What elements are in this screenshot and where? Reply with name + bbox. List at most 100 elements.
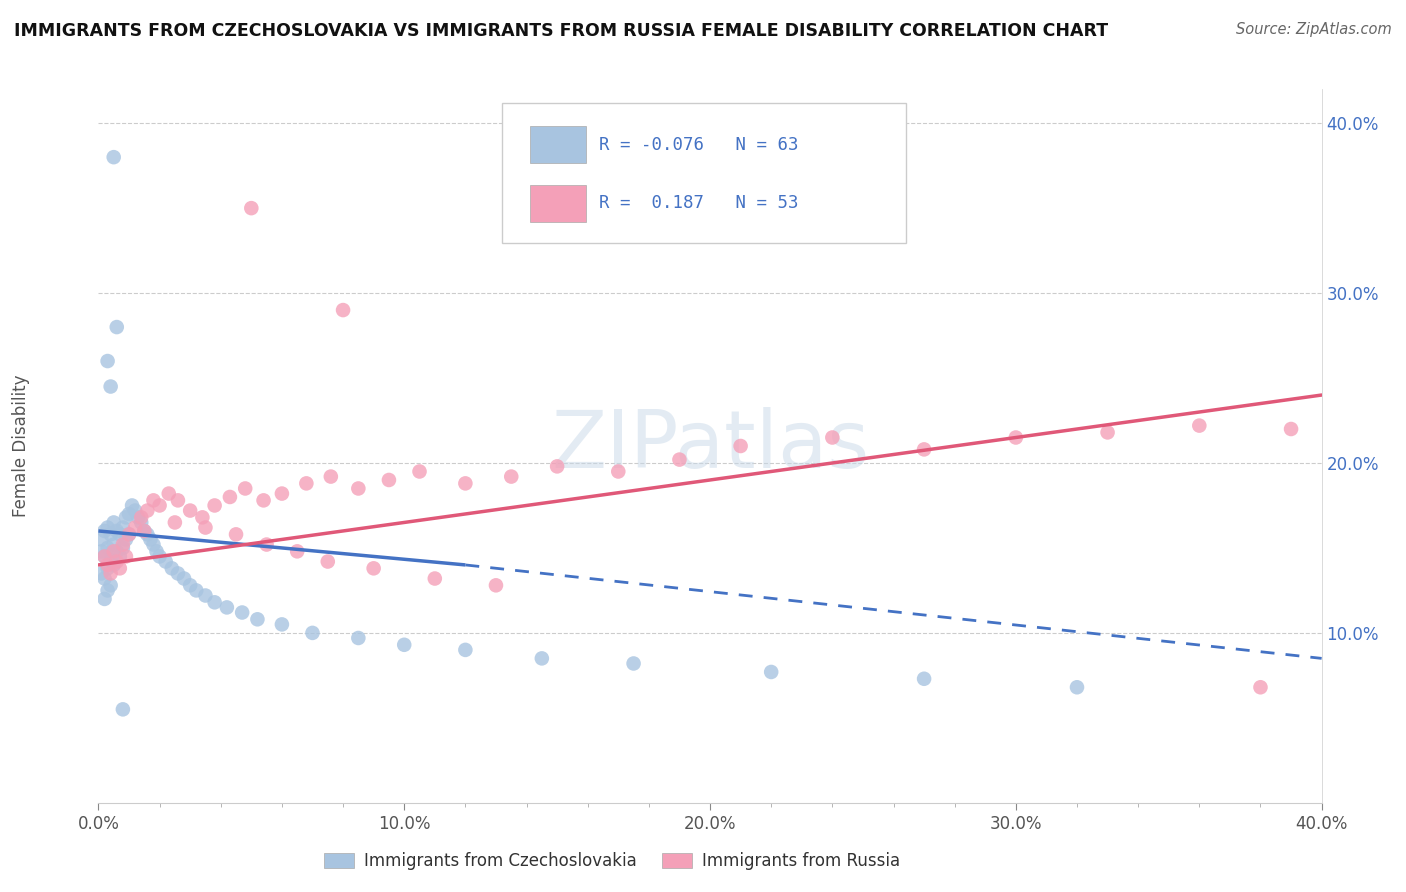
Point [108, 549, 131, 564]
Point [136, 527, 159, 541]
Point [1097, 425, 1119, 440]
Point [231, 606, 253, 620]
Point [115, 510, 138, 524]
Point [225, 527, 247, 541]
Point [530, 651, 553, 665]
Point [103, 544, 125, 558]
Point [179, 578, 201, 592]
Point [607, 465, 630, 479]
Point [423, 572, 446, 586]
Point [821, 430, 844, 444]
Point [179, 503, 201, 517]
Point [319, 469, 342, 483]
Point [270, 617, 292, 632]
Text: Female Disability: Female Disability [13, 375, 30, 517]
FancyBboxPatch shape [530, 127, 586, 163]
Point [149, 549, 172, 564]
Text: Source: ZipAtlas.com: Source: ZipAtlas.com [1236, 22, 1392, 37]
Point [623, 657, 645, 671]
Point [301, 626, 323, 640]
FancyBboxPatch shape [530, 185, 586, 222]
Point [1249, 680, 1271, 694]
Point [121, 499, 143, 513]
Point [93, 591, 115, 606]
Point [111, 537, 134, 551]
Point [108, 527, 131, 541]
Point [730, 439, 752, 453]
Point [103, 150, 125, 164]
Point [332, 303, 354, 318]
Text: R =  0.187   N = 53: R = 0.187 N = 53 [599, 194, 799, 212]
Point [347, 631, 370, 645]
Point [256, 537, 278, 551]
Point [167, 493, 190, 508]
Point [105, 555, 128, 569]
Point [668, 452, 690, 467]
Point [485, 578, 508, 592]
Point [145, 544, 167, 558]
Point [105, 524, 128, 538]
Point [149, 499, 172, 513]
Point [142, 537, 165, 551]
Point [252, 493, 274, 508]
Point [127, 510, 149, 524]
Point [100, 379, 122, 393]
Point [163, 516, 186, 530]
Point [111, 520, 134, 534]
Point [93, 572, 115, 586]
Point [97, 520, 120, 534]
Point [316, 555, 339, 569]
Point [204, 595, 226, 609]
Point [1004, 430, 1026, 444]
Point [118, 527, 141, 541]
Point [454, 476, 477, 491]
Point [194, 520, 217, 534]
Point [118, 527, 141, 541]
Point [103, 537, 125, 551]
Point [454, 643, 477, 657]
Point [408, 465, 430, 479]
Point [215, 600, 238, 615]
Point [90, 566, 112, 581]
Point [100, 566, 122, 581]
Point [103, 558, 125, 572]
Text: IMMIGRANTS FROM CZECHOSLOVAKIA VS IMMIGRANTS FROM RUSSIA FEMALE DISABILITY CORRE: IMMIGRANTS FROM CZECHOSLOVAKIA VS IMMIGR… [14, 22, 1108, 40]
Text: R = -0.076   N = 63: R = -0.076 N = 63 [599, 136, 799, 153]
Point [100, 553, 122, 567]
Point [219, 490, 242, 504]
Point [136, 503, 159, 517]
Point [97, 558, 120, 572]
Point [295, 476, 318, 491]
Point [501, 469, 523, 483]
Point [134, 524, 156, 538]
Point [93, 549, 115, 564]
Point [93, 549, 115, 564]
Point [270, 486, 292, 500]
Point [173, 572, 195, 586]
Point [139, 533, 162, 547]
Point [100, 578, 122, 592]
Point [134, 524, 156, 538]
Point [108, 561, 131, 575]
Point [103, 516, 125, 530]
Point [1066, 680, 1088, 694]
Point [246, 612, 269, 626]
Point [142, 493, 165, 508]
Point [191, 510, 214, 524]
Point [90, 533, 112, 547]
Point [111, 702, 134, 716]
Point [97, 561, 120, 575]
Point [115, 549, 138, 564]
Point [90, 544, 112, 558]
Point [157, 486, 180, 500]
Point [546, 459, 568, 474]
Point [1279, 422, 1302, 436]
Point [204, 499, 226, 513]
Point [155, 555, 177, 569]
Point [105, 544, 128, 558]
FancyBboxPatch shape [502, 103, 905, 243]
Point [167, 566, 190, 581]
Point [118, 507, 141, 521]
Point [1188, 418, 1211, 433]
Point [378, 473, 401, 487]
